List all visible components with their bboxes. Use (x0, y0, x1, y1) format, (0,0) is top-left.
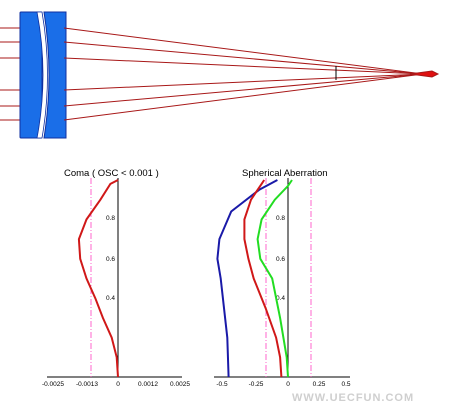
ray-right-6 (63, 73, 424, 121)
watermark: WWW.UECFUN.COM (292, 392, 414, 404)
sa-x-tick-label: 0 (286, 381, 290, 388)
sa-y-tick-label: 0.4 (276, 295, 285, 302)
coma-x-tick-label: -0.0013 (76, 381, 98, 388)
lens-element-2 (43, 11, 67, 139)
ray-right-4 (63, 73, 424, 91)
focus-spot (409, 70, 440, 78)
ray-right-5 (63, 73, 424, 107)
coma-y-ticks: 0.4 0.6 0.8 (106, 215, 115, 302)
sa-curve-green (256, 179, 293, 378)
coma-x-tick-label: -0.0025 (42, 381, 64, 388)
ray-right-2 (63, 41, 424, 75)
coma-curve (77, 179, 119, 378)
ray-right-3 (63, 57, 424, 75)
sa-y-ticks: 0.4 0.6 0.8 (276, 215, 285, 302)
coma-x-tick-label: 0 (116, 381, 120, 388)
sa-curve-red (243, 179, 283, 378)
sa-plot-title: Spherical Aberration (242, 168, 328, 179)
coma-plot-title: Coma ( OSC < 0.001 ) (64, 168, 159, 179)
coma-y-tick-label: 0.4 (106, 295, 115, 302)
sa-x-tick-label: -0.25 (249, 381, 264, 388)
coma-y-tick-label: 0.6 (106, 256, 115, 263)
coma-x-tick-label: 0.0012 (138, 381, 158, 388)
coma-x-ticks: -0.0025 -0.0013 0 0.0012 0.0025 (42, 381, 190, 388)
lens-element-1 (19, 11, 43, 139)
ray-diagram (0, 11, 440, 139)
sa-y-tick-label: 0.8 (276, 215, 285, 222)
sa-x-tick-label: -0.5 (216, 381, 228, 388)
lens-gap (36, 11, 48, 139)
sa-x-ticks: -0.5 -0.25 0 0.25 0.5 (216, 381, 350, 388)
spherical-aberration-plot: Spherical Aberration -0.5 -0.25 0 0.25 0… (214, 168, 351, 388)
coma-y-tick-label: 0.8 (106, 215, 115, 222)
ray-right-1 (63, 27, 424, 75)
sa-x-tick-label: 0.5 (341, 381, 350, 388)
coma-x-tick-label: 0.0025 (170, 381, 190, 388)
coma-plot: Coma ( OSC < 0.001 ) -0.0025 -0.0013 0 0… (42, 168, 190, 388)
rays-right (63, 27, 424, 121)
sa-y-tick-label: 0.6 (276, 256, 285, 263)
sa-x-tick-label: 0.25 (313, 381, 326, 388)
